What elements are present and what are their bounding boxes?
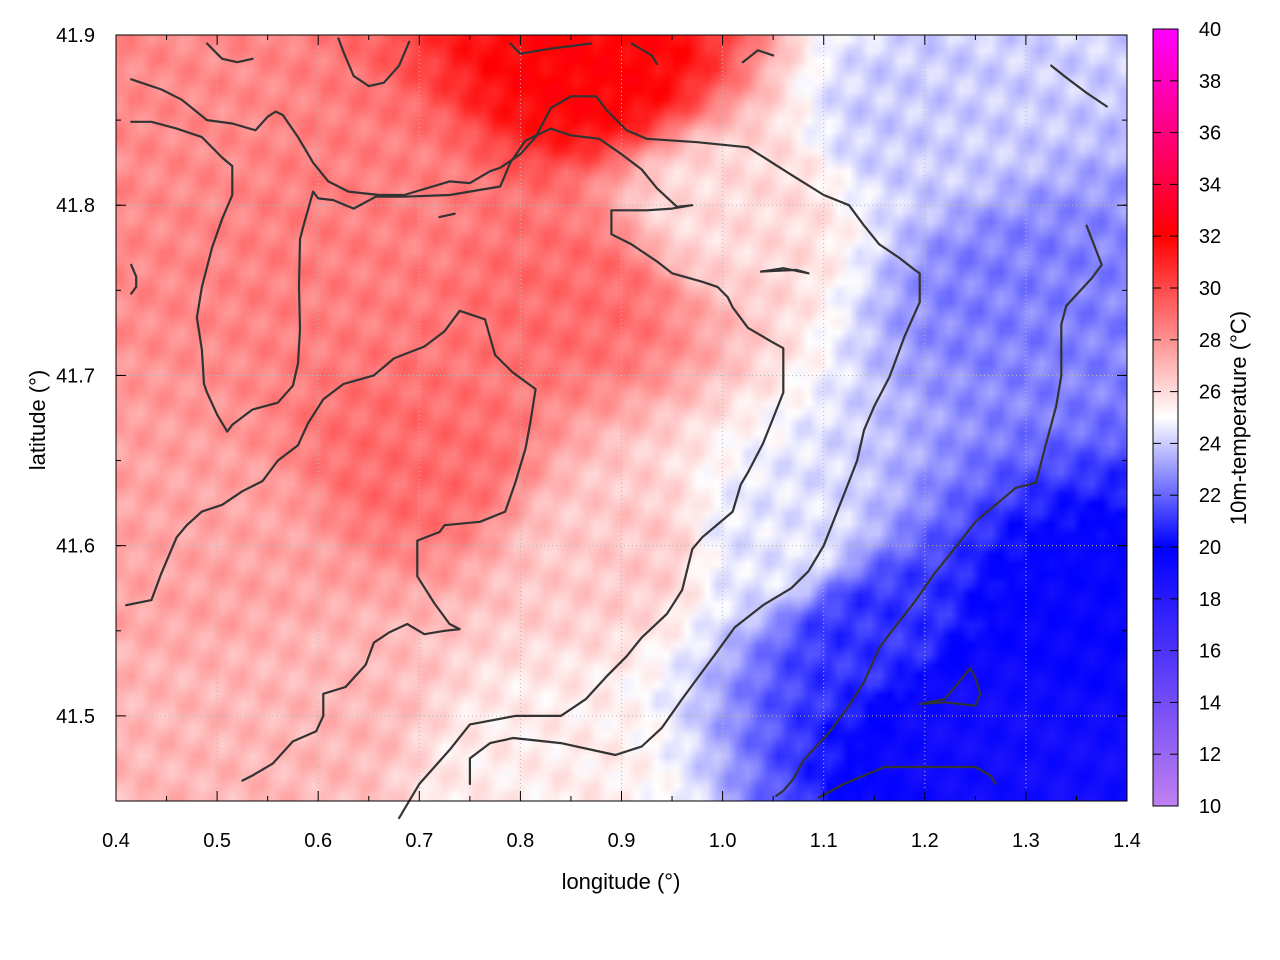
colorbar-tick-label: 14 [1199,692,1221,714]
contour-line [817,765,997,799]
x-axis-ticks: 0.4 0.5 0.6 0.7 0.8 0.9 1.0 1.1 1.2 1.3 1.4 [102,35,1141,852]
x-tick-label: 0.5 [203,830,231,852]
contour-lines [124,37,1108,820]
contour-line [918,667,982,707]
colorbar-tick-label: 28 [1199,330,1221,352]
grid-lines [116,35,1127,801]
y-tick-label: 41.6 [56,536,95,558]
x-tick-label: 1.3 [1012,830,1040,852]
contour-line [1050,64,1108,108]
colorbar-tick-label: 32 [1199,226,1221,248]
colorbar-tick-label: 30 [1199,278,1221,300]
colorbar-ticks: 10 12 14 16 18 20 22 24 26 28 30 32 34 36 38 40 [1153,19,1221,818]
y-tick-label: 41.5 [56,706,95,728]
x-tick-label: 1.2 [911,830,939,852]
contour-line [130,78,921,786]
colorbar-label: 10m-temperature (°C) [1226,311,1251,525]
y-tick-label: 41.8 [56,195,95,217]
colorbar-tick-label: 12 [1199,744,1221,766]
contour-line [130,120,785,820]
contour-line [775,224,1103,798]
x-axis-label: longitude (°) [562,869,681,894]
y-tick-label: 41.9 [56,25,95,47]
colorbar-tick-label: 38 [1199,71,1221,93]
colorbar-tick-label: 24 [1199,433,1221,455]
x-tick-label: 0.9 [608,830,636,852]
contour-line [741,49,775,64]
colorbar-tick-label: 34 [1199,174,1221,196]
colorbar-tick-label: 18 [1199,589,1221,611]
contour-line [438,212,456,219]
x-tick-label: 0.6 [304,830,332,852]
contour-line [630,42,659,66]
colorbar-tick-label: 20 [1199,537,1221,559]
colorbar-tick-label: 10 [1199,796,1221,818]
y-axis-label: latitude (°) [25,370,50,471]
x-tick-label: 1.1 [810,830,838,852]
colorbar-tick-label: 26 [1199,382,1221,404]
contour-line [130,263,138,295]
contour-line [124,309,537,782]
x-tick-label: 0.7 [405,830,433,852]
colorbar [1152,28,1179,807]
colorbar-tick-label: 40 [1199,19,1221,41]
colorbar-tick-label: 22 [1199,485,1221,507]
colorbar-tick-label: 16 [1199,641,1221,663]
contour-line [337,37,411,88]
contour-line [759,267,810,275]
x-tick-label: 0.8 [506,830,534,852]
colorbar-tick-label: 36 [1199,123,1221,145]
y-tick-label: 41.7 [56,365,95,387]
y-axis-ticks: 41.5 41.6 41.7 41.8 41.9 [56,25,1127,802]
temperature-heatmap [116,35,1127,801]
x-tick-label: 0.4 [102,830,130,852]
contour-line [509,42,593,55]
contour-line [205,42,254,64]
x-tick-label: 1.0 [709,830,737,852]
x-tick-label: 1.4 [1113,830,1141,852]
